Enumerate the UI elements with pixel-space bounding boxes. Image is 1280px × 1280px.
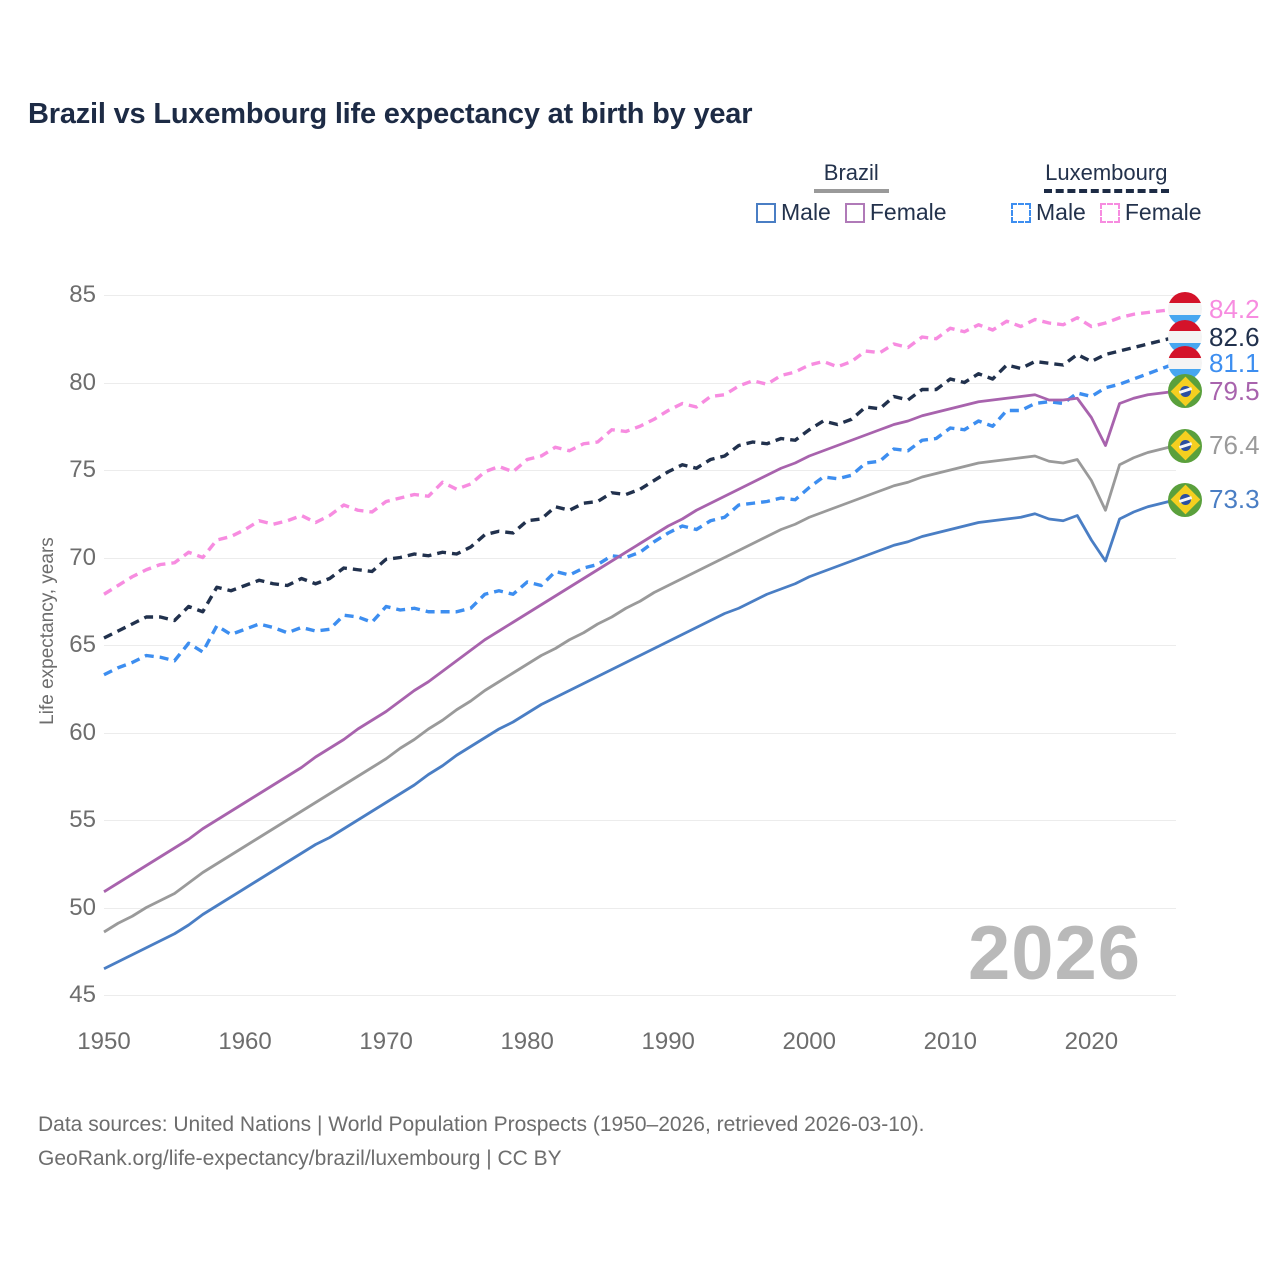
gridline (104, 820, 1176, 821)
legend-item-brazil-male[interactable]: Male (756, 199, 831, 226)
legend-item-label: Male (781, 199, 831, 225)
x-axis-tick-label: 2020 (1064, 1028, 1119, 1055)
gridline (104, 645, 1176, 646)
legend-item-brazil-female[interactable]: Female (844, 199, 947, 226)
series-line-brazil-total (103, 444, 1177, 934)
brazil-flag-icon (1168, 374, 1202, 409)
series-end-value: 82.6 (1209, 321, 1260, 352)
gridline (104, 995, 1176, 996)
legend-group-brazil: Brazil Male Female (756, 160, 947, 226)
series-line-luxembourg-female (103, 307, 1177, 596)
year-watermark: 2026 (968, 911, 1142, 996)
y-axis-tick-label: 70 (69, 543, 96, 571)
legend-item-label: Female (869, 199, 947, 225)
y-axis-tick-label: 45 (69, 981, 96, 1008)
legend-swatch-icon (844, 202, 865, 223)
x-axis-tick-label: 2010 (923, 1028, 978, 1055)
legend-item-luxembourg-male[interactable]: Male (1011, 199, 1086, 226)
legend-group-title: Brazil (823, 160, 879, 185)
x-axis-tick-label: 1980 (500, 1028, 554, 1055)
x-axis-tick-label: 1960 (218, 1028, 272, 1055)
series-end-value: 73.3 (1209, 484, 1260, 515)
series-line-luxembourg-male (103, 361, 1177, 677)
brazil-flag-icon (1168, 482, 1202, 517)
gridline (104, 557, 1176, 559)
chart-legend: Brazil Male Female Luxembourg Male Female (756, 160, 1256, 246)
legend-swatch-icon (1011, 202, 1031, 223)
legend-group-luxembourg: Luxembourg Male Female (1011, 160, 1202, 226)
series-end-value: 84.2 (1209, 293, 1260, 324)
gridline (104, 382, 1176, 384)
legend-group-rule (813, 189, 889, 193)
legend-items: Male Female (1011, 199, 1202, 226)
legend-swatch-icon (756, 202, 776, 223)
series-line-brazil-female (103, 389, 1177, 893)
series-end-label: 79.5 (1168, 374, 1260, 409)
gridline (104, 295, 1176, 296)
legend-items: Male Female (756, 199, 947, 226)
footer-line-1: Data sources: United Nations | World Pop… (38, 1113, 925, 1136)
footer-line-2: GeoRank.org/life-expectancy/brazil/luxem… (38, 1147, 562, 1171)
series-end-value: 79.5 (1209, 375, 1260, 406)
y-axis-tick-label: 50 (69, 893, 96, 921)
footer-credits: Data sources: United Nations | World Pop… (38, 1108, 924, 1176)
page-title: Brazil vs Luxembourg life expectancy at … (28, 98, 753, 130)
series-end-value: 81.1 (1209, 347, 1260, 378)
x-axis-tick-label: 2000 (782, 1028, 836, 1055)
gridline (104, 907, 1176, 909)
x-axis-tick-label: 1990 (641, 1028, 695, 1055)
series-line-brazil-male (103, 498, 1177, 971)
x-axis-tick-label: 1970 (359, 1028, 413, 1055)
y-axis-tick-label: 55 (69, 806, 96, 833)
series-end-label: 76.4 (1168, 428, 1260, 463)
legend-item-label: Female (1124, 199, 1202, 225)
legend-item-luxembourg-female[interactable]: Female (1099, 199, 1202, 226)
y-axis-tick-label: 85 (69, 281, 96, 308)
gridline (104, 732, 1176, 734)
series-end-label: 73.3 (1168, 482, 1260, 517)
legend-item-label: Male (1036, 199, 1086, 225)
x-axis-tick-label: 1950 (77, 1028, 131, 1055)
series-end-value: 76.4 (1209, 430, 1260, 460)
brazil-flag-icon (1168, 428, 1202, 463)
y-axis-tick-label: 60 (69, 718, 96, 746)
legend-group-title: Luxembourg (1045, 160, 1168, 185)
y-axis-tick-label: 80 (69, 368, 96, 396)
legend-swatch-icon (1099, 202, 1120, 223)
y-axis-tick-label: 65 (69, 631, 96, 658)
y-axis-tick-label: 75 (69, 456, 96, 483)
legend-group-rule (1043, 189, 1169, 193)
gridline (104, 470, 1176, 471)
